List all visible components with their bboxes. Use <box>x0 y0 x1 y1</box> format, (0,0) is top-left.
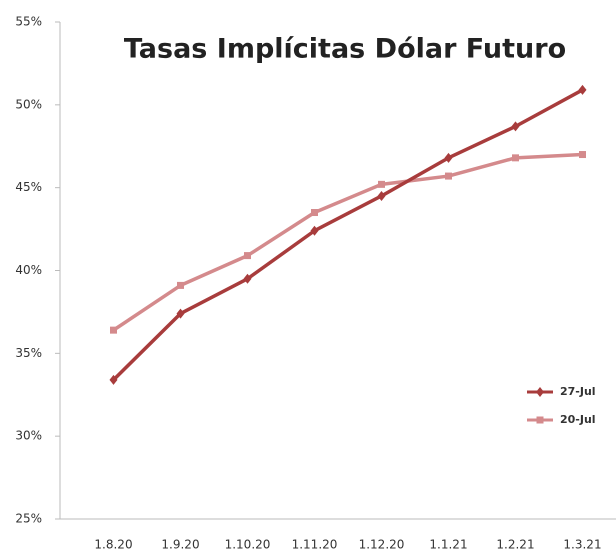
series-line <box>112 152 583 332</box>
legend-label: 27-Jul <box>560 385 596 398</box>
x-tick-label: 1.12.20 <box>359 538 405 552</box>
data-point <box>177 281 184 289</box>
x-tick-label: 1.8.20 <box>94 538 132 552</box>
data-point <box>512 154 519 162</box>
data-point <box>445 172 452 180</box>
chart-title: Tasas Implícitas Dólar Futuro <box>124 34 566 65</box>
x-tick-label: 1.9.20 <box>161 538 199 552</box>
data-point <box>110 326 117 334</box>
data-point <box>176 308 185 319</box>
y-tick-label: 35% <box>15 346 42 360</box>
data-point <box>311 209 318 217</box>
y-tick-label: 50% <box>15 97 42 111</box>
series-line <box>112 88 584 382</box>
data-point <box>109 374 118 385</box>
data-point <box>243 273 252 284</box>
y-tick-label: 45% <box>15 180 42 194</box>
legend-marker <box>536 416 544 424</box>
data-point <box>378 180 385 188</box>
data-point <box>310 225 319 236</box>
x-tick-label: 1.3.21 <box>563 538 601 552</box>
data-point <box>444 152 453 163</box>
legend-label: 20-Jul <box>560 413 596 426</box>
data-point <box>579 151 586 159</box>
data-point <box>377 190 386 201</box>
y-tick-label: 30% <box>15 429 42 443</box>
data-point <box>511 121 520 132</box>
y-tick-label: 40% <box>15 263 42 277</box>
data-point <box>244 252 251 260</box>
y-tick-label: 25% <box>15 512 42 526</box>
x-tick-label: 1.11.20 <box>292 538 338 552</box>
y-tick-label: 55% <box>15 15 42 29</box>
x-tick-label: 1.2.21 <box>496 538 534 552</box>
data-point <box>578 84 587 95</box>
x-tick-label: 1.1.21 <box>429 538 467 552</box>
legend-marker <box>536 387 544 397</box>
x-tick-label: 1.10.20 <box>225 538 271 552</box>
